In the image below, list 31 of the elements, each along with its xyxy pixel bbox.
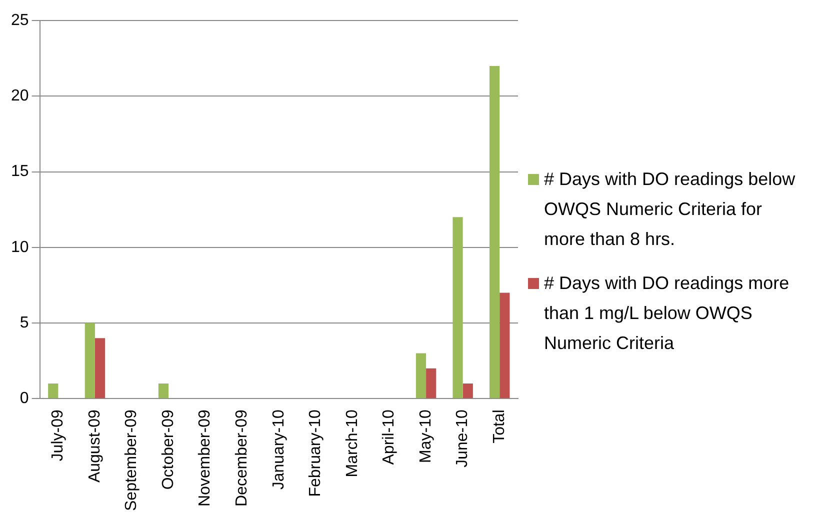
x-tick-label: Total (491, 410, 508, 444)
y-tick-label: 10 (11, 238, 29, 256)
x-tick-label: October-09 (160, 410, 177, 490)
bar (426, 368, 436, 398)
bar (416, 353, 426, 398)
legend-label: # Days with DO readings more than 1 mg/L below OWQS Numeric Criteria (544, 272, 790, 355)
x-tick-label: April-10 (380, 410, 398, 465)
x-tick-label: June-10 (454, 410, 472, 468)
legend-label: # Days with DO readings below OWQS Numeric Criteria for more than 8 hrs. (544, 168, 796, 251)
x-tick-label: August-09 (86, 410, 104, 483)
bar (84, 323, 95, 398)
y-tick-label: 0 (20, 390, 29, 408)
y-tick-label: 20 (11, 88, 29, 105)
bar (94, 338, 106, 398)
x-tick-label: July-09 (50, 410, 67, 462)
bar (452, 217, 463, 398)
bar (489, 66, 500, 398)
bar (462, 383, 473, 398)
y-tick-label: 5 (20, 314, 29, 332)
x-tick-label: January-10 (270, 410, 288, 490)
bar (48, 383, 58, 398)
x-tick-label: May-10 (417, 410, 434, 463)
x-tick-label: November-09 (196, 410, 214, 507)
x-tick-label: September-09 (123, 410, 140, 511)
bar (500, 292, 510, 398)
y-tick-label: 25 (11, 12, 29, 30)
x-tick-label: March-10 (344, 410, 361, 478)
y-tick-label: 15 (11, 163, 29, 180)
x-tick-label: February-10 (307, 410, 324, 497)
x-tick-label: December-09 (234, 410, 251, 507)
bar (158, 383, 169, 398)
